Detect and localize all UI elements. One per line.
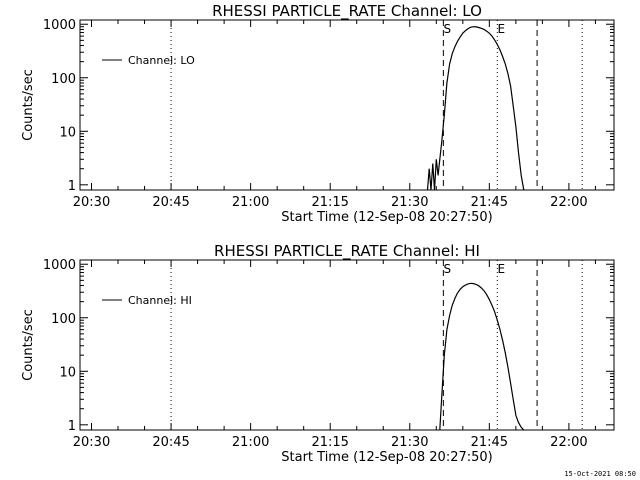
x-axis-label: Start Time (12-Sep-08 20:27:50) [281,210,492,225]
x-tick-label: 21:00 [232,195,269,210]
x-tick-label: 21:45 [471,435,508,450]
y-tick-label: 10 [59,125,76,140]
y-tick-label: 10 [59,365,76,380]
y-tick-label: 1000 [43,258,76,273]
x-tick-label: 22:00 [550,435,587,450]
chart-panel-2: RHESSI PARTICLE_RATE Channel: HI 20:30 20:… [21,242,615,465]
x-tick-label: 21:45 [471,195,508,210]
marker-label-E: E [498,262,506,276]
y-tick-label: 1 [68,419,76,434]
y-tick-label: 100 [51,72,76,87]
legend-label: Channel: HI [128,294,192,307]
chart-title: RHESSI PARTICLE_RATE Channel: HI [214,242,480,261]
chart-panel-1: RHESSI PARTICLE_RATE Channel: LO 20:30 20:… [21,2,615,225]
x-tick-label: 22:00 [550,195,587,210]
x-tick-label: 20:30 [73,195,110,210]
marker-label-S: S [444,262,452,276]
x-tick-label: 21:15 [311,435,348,450]
series-line-hi [439,282,525,431]
y-tick-label: 1 [68,179,76,194]
plot-frame [79,259,615,431]
x-tick-label: 21:30 [391,435,428,450]
y-axis-label: Counts/sec [21,309,36,381]
series-line-lo [426,26,525,191]
x-tick-label: 21:30 [391,195,428,210]
marker-label-S: S [444,22,452,36]
legend-label: Channel: LO [128,54,195,67]
y-axis-label: Counts/sec [21,69,36,141]
y-tick-label: 100 [51,312,76,327]
y-tick-label: 1000 [43,18,76,33]
x-tick-label: 20:30 [73,435,110,450]
footer-timestamp: 15-Oct-2021 08:50 [564,470,636,478]
x-tick-label: 21:00 [232,435,269,450]
chart-title: RHESSI PARTICLE_RATE Channel: LO [212,2,482,21]
x-tick-label: 20:45 [152,435,189,450]
marker-label-E: E [498,22,506,36]
x-tick-label: 21:15 [311,195,348,210]
x-axis-label: Start Time (12-Sep-08 20:27:50) [281,450,492,465]
plot-frame [79,19,615,191]
x-tick-label: 20:45 [152,195,189,210]
